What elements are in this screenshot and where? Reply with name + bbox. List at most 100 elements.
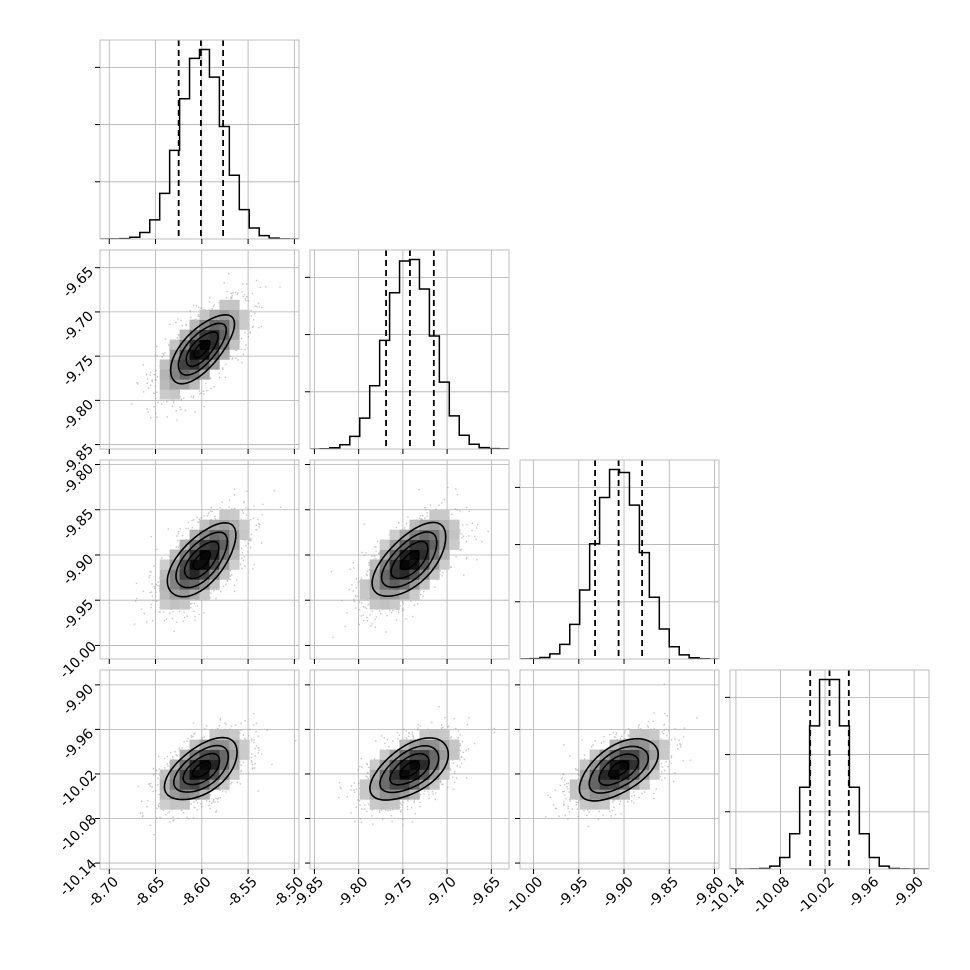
x-tick-label: -10.08 (750, 874, 793, 917)
density-cell (199, 519, 210, 530)
x-tick-label: -10.02 (795, 874, 838, 917)
contour-2 (175, 531, 229, 589)
x-tick-label: -8.65 (131, 874, 168, 911)
density-cell (419, 539, 430, 550)
density-cell (649, 769, 660, 780)
panel-frame (99, 39, 300, 240)
density-cell (229, 769, 240, 780)
density-cell (219, 299, 230, 310)
density-cell (369, 799, 380, 810)
density-cell (429, 729, 440, 740)
density-cell (229, 729, 240, 740)
density-cell (659, 739, 670, 750)
x-tick-label: -9.90 (600, 874, 637, 911)
contour-0 (193, 339, 211, 359)
density-cell (209, 359, 220, 370)
density-cell (209, 729, 220, 740)
density-cell (189, 379, 200, 390)
density-cell (589, 779, 600, 790)
contour-3 (163, 736, 238, 801)
density-cell (229, 329, 240, 340)
density-cell (159, 589, 170, 600)
x-tick-label: -9.80 (334, 874, 371, 911)
density-cell (389, 569, 400, 580)
density-cell (389, 549, 400, 560)
density-cell (209, 739, 220, 750)
contour-1 (185, 331, 220, 368)
histogram-step-line (100, 48, 299, 239)
density-cell (629, 759, 640, 770)
density-cell (229, 299, 240, 310)
density-cell (229, 309, 240, 320)
density-cell (169, 769, 180, 780)
density-cell (379, 539, 390, 550)
y-tick-label: -9.95 (60, 597, 97, 634)
density-cell (199, 309, 210, 320)
density-cell (619, 769, 630, 780)
density-cell (189, 339, 200, 350)
contour-0 (192, 550, 212, 571)
density-cell (219, 519, 230, 530)
density-cell (609, 779, 620, 790)
density-cell (389, 789, 400, 800)
density-cell (219, 749, 230, 760)
density-cell (169, 579, 180, 590)
density-cell (359, 789, 370, 800)
density-cell (419, 549, 430, 560)
histogram-panel-1 (305, 249, 510, 454)
density-cell (209, 539, 220, 550)
density-cell (179, 339, 190, 350)
density-cell (209, 779, 220, 790)
density-cell (179, 379, 190, 390)
contour-0 (191, 760, 212, 778)
density-cell (629, 779, 640, 790)
density-cell (409, 549, 420, 560)
density-cell (379, 749, 390, 760)
density-cell (189, 319, 200, 330)
histogram-panel-2 (515, 459, 720, 664)
density-cell (399, 759, 410, 770)
density-cell (619, 789, 630, 800)
density-cell (619, 739, 630, 750)
density-cell (389, 529, 400, 540)
density-cell (179, 799, 190, 810)
density-cell (419, 769, 430, 780)
density-cell (159, 599, 170, 610)
density-cell (599, 759, 610, 770)
density-cell (639, 759, 650, 770)
density-cell (439, 749, 450, 760)
density-cell (619, 759, 630, 770)
density-cell (389, 769, 400, 780)
density-cell (239, 519, 250, 530)
density-cell (419, 529, 430, 540)
density-cell (409, 529, 420, 540)
panel-frame (519, 669, 720, 870)
density-cell (209, 309, 220, 320)
density-cell (629, 749, 640, 760)
density-cell (629, 739, 640, 750)
density-cell (609, 789, 620, 800)
density-cell (199, 759, 210, 770)
panel-frame (309, 669, 510, 870)
density-cell (219, 739, 230, 750)
x-tick-label: -8.55 (224, 874, 261, 911)
contour-1 (182, 752, 221, 786)
contour-3 (578, 737, 660, 802)
density-cell (359, 589, 370, 600)
density-cell (639, 749, 650, 760)
density-cell (179, 349, 190, 360)
y-tick-label: -10.00 (57, 639, 100, 682)
density-cell (589, 769, 600, 780)
density-cell (239, 529, 250, 540)
density-cell (199, 369, 210, 380)
density-cell (449, 749, 460, 760)
contour-1 (389, 752, 430, 786)
density-cell (629, 729, 640, 740)
density-cell (589, 759, 600, 770)
density-cell (189, 569, 200, 580)
density-cell (599, 789, 610, 800)
y-tick-label: -9.90 (60, 681, 97, 718)
density-cell (579, 759, 590, 770)
density-cell (609, 769, 620, 780)
density-cell (429, 779, 440, 790)
